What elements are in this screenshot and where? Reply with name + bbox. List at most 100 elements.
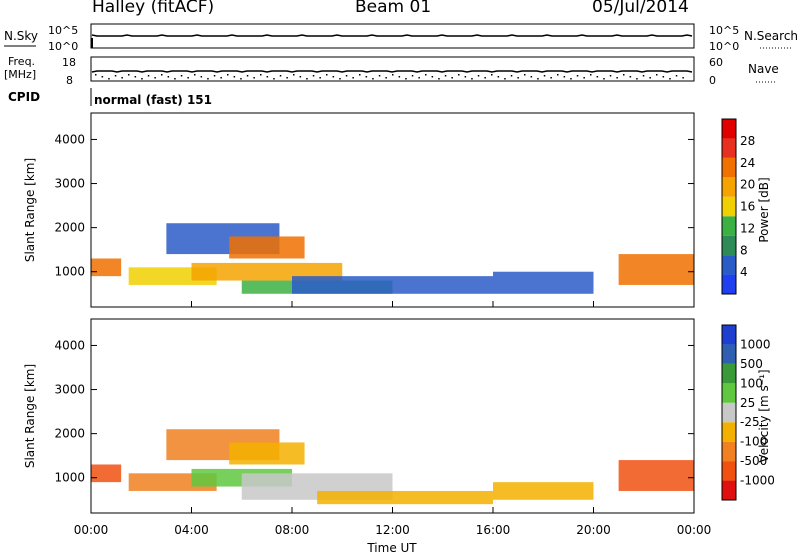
nave-dot bbox=[260, 74, 262, 76]
nave-dot bbox=[458, 74, 460, 76]
colorbar-segment bbox=[722, 461, 736, 481]
colorbar-segment bbox=[722, 344, 736, 364]
nave-dot bbox=[266, 76, 269, 78]
nave-dot bbox=[603, 78, 605, 80]
colorbar-segment bbox=[722, 480, 736, 500]
nave-dot bbox=[398, 76, 401, 78]
colorbar-tick-label: 100 bbox=[740, 376, 763, 390]
colorbar-tick-label: 12 bbox=[740, 221, 755, 235]
y-tick-label: 2000 bbox=[54, 221, 85, 235]
nave-dot bbox=[312, 75, 315, 77]
y-tick-label: 1000 bbox=[54, 471, 85, 485]
nsearch-label: N.Search bbox=[744, 29, 798, 43]
nave-dot bbox=[352, 77, 354, 79]
nave-dot bbox=[187, 77, 189, 79]
nave-dot bbox=[121, 77, 123, 79]
colorbar-tick-label: 24 bbox=[740, 156, 755, 170]
colorbar-tick-label: -500 bbox=[740, 454, 767, 468]
nave-dot bbox=[557, 74, 559, 76]
colorbar-tick-label: 8 bbox=[740, 243, 748, 257]
nave-dot bbox=[319, 77, 321, 79]
nave-dot bbox=[583, 77, 585, 79]
nave-dot bbox=[128, 74, 130, 76]
nave-dot bbox=[636, 78, 638, 80]
nave-dot bbox=[227, 74, 229, 76]
nave-dot bbox=[431, 76, 434, 78]
nave-dot bbox=[392, 74, 394, 76]
freq-label: Freq. bbox=[8, 55, 35, 68]
colorbar-segment bbox=[722, 119, 736, 139]
nave-dot bbox=[207, 78, 209, 80]
nave-dot bbox=[504, 78, 506, 80]
colorbar-tick-label: 1000 bbox=[740, 337, 771, 351]
nave-dot bbox=[484, 77, 486, 79]
nave-dot bbox=[154, 77, 156, 79]
velocity-ylabel: Slant Range [km] bbox=[23, 364, 37, 468]
y-tick-label: 3000 bbox=[54, 177, 85, 191]
x-tick-label: 12:00 bbox=[375, 523, 410, 537]
colorbar-segment bbox=[722, 422, 736, 442]
nave-dot bbox=[141, 78, 143, 80]
nave-dot bbox=[180, 75, 183, 77]
nave-dot bbox=[649, 77, 651, 79]
nave-dot bbox=[293, 74, 295, 76]
nave-dot bbox=[616, 77, 618, 79]
nsearch-tick-bottom: 10^0 bbox=[709, 40, 739, 53]
x-tick-label: 20:00 bbox=[576, 523, 611, 537]
nave-dot bbox=[570, 78, 572, 80]
nave-dot bbox=[662, 76, 665, 78]
nave-dot bbox=[576, 75, 579, 77]
freq-strip: Freq. [MHz] 18 8 60 0 Nave bbox=[4, 55, 779, 87]
colorbar-tick-label: 25 bbox=[740, 396, 755, 410]
time-xlabel: Time UT bbox=[366, 541, 417, 554]
nave-dot bbox=[147, 75, 150, 77]
cpid-label: CPID bbox=[8, 90, 40, 104]
nave-dot bbox=[411, 75, 414, 77]
nave-dot bbox=[629, 76, 632, 78]
colorbar-tick-label: 16 bbox=[740, 200, 755, 214]
nave-dot bbox=[537, 78, 539, 80]
nave-dot bbox=[563, 76, 566, 78]
nave-dot bbox=[471, 78, 473, 80]
colorbar-segment bbox=[722, 441, 736, 462]
nave-dot bbox=[365, 76, 368, 78]
x-tick-label: 00:00 bbox=[677, 523, 712, 537]
nave-dot bbox=[95, 74, 97, 76]
nave-dot bbox=[451, 77, 453, 79]
y-tick-label: 4000 bbox=[54, 338, 85, 352]
colorbar-segment bbox=[722, 255, 736, 275]
nave-dot bbox=[326, 74, 328, 76]
nave-dot bbox=[359, 74, 361, 76]
cpid-text: normal (fast) 151 bbox=[94, 93, 212, 107]
scatter-region bbox=[91, 258, 122, 277]
nave-dot bbox=[623, 74, 625, 76]
y-tick-label: 3000 bbox=[54, 383, 85, 397]
nsky-tick-top: 10^5 bbox=[48, 24, 78, 37]
nave-dot bbox=[609, 75, 612, 77]
colorbar-tick-label: 4 bbox=[740, 265, 748, 279]
colorbar-segment bbox=[722, 138, 736, 158]
nave-dot bbox=[669, 78, 671, 80]
y-tick-label: 4000 bbox=[54, 132, 85, 146]
nave-dot bbox=[438, 78, 440, 80]
nsky-strip: N.Sky 10^5 10^0 10^5 10^0 N.Search bbox=[4, 23, 798, 53]
nave-dot bbox=[194, 74, 196, 76]
date-title: 05/Jul/2014 bbox=[592, 0, 689, 17]
scatter-region bbox=[91, 464, 122, 483]
nave-dot bbox=[345, 75, 348, 77]
nave-dot bbox=[491, 74, 493, 76]
nave-dot bbox=[385, 77, 387, 79]
nave-dot bbox=[286, 77, 288, 79]
nave-dot bbox=[530, 76, 533, 78]
scatter-region bbox=[493, 271, 594, 294]
nave-dot bbox=[306, 78, 308, 80]
colorbar-segment bbox=[722, 157, 736, 178]
freq-tick-bottom: 8 bbox=[66, 74, 73, 87]
nave-dot bbox=[550, 77, 552, 79]
scatter-region bbox=[229, 236, 305, 259]
nave-label: Nave bbox=[748, 62, 779, 76]
colorbar-segment bbox=[722, 196, 736, 217]
y-tick-label: 2000 bbox=[54, 427, 85, 441]
nave-dot bbox=[372, 78, 374, 80]
